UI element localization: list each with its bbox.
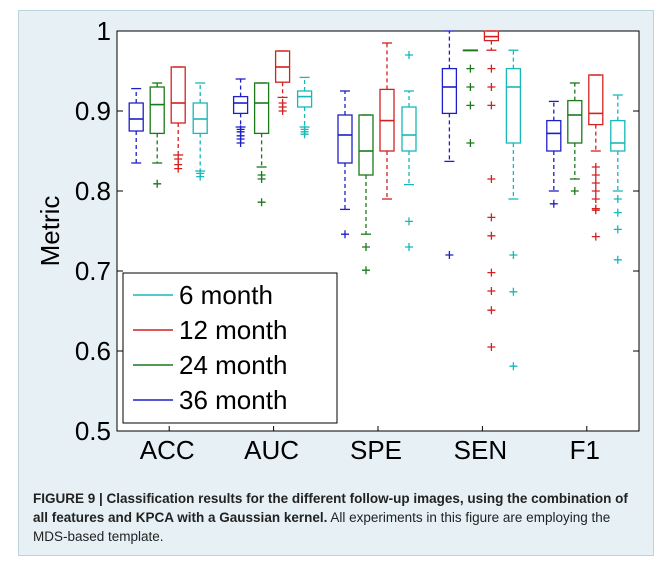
y-tick-label: 0.8	[75, 176, 111, 206]
outlier-point	[466, 83, 475, 91]
outlier-point	[487, 101, 496, 110]
outlier-point	[591, 195, 600, 203]
box-plot-chart: 0.5 0.6 0.7 0.8 0.9 1 Metric ACC AUC SPE SEN F1 6 mo…	[35, 16, 640, 465]
figure-panel: 0.5 0.6 0.7 0.8 0.9 1 Metric ACC AUC SPE SEN F1 6 mo…	[18, 10, 654, 556]
outlier-point	[613, 255, 622, 264]
outlier-point	[278, 107, 287, 115]
box	[337, 114, 353, 164]
box	[505, 67, 522, 144]
outlier-point	[487, 287, 496, 295]
outlier-point	[487, 83, 496, 91]
legend-box	[122, 272, 338, 424]
x-tick-label: SPE	[350, 435, 402, 465]
y-tick-label: 1	[97, 16, 111, 46]
outlier-point	[487, 343, 496, 351]
outlier-point	[362, 243, 370, 251]
box	[610, 119, 626, 152]
box	[253, 82, 270, 135]
outlier-point	[362, 266, 370, 275]
legend-label: 24 month	[179, 350, 287, 380]
box	[441, 67, 458, 115]
outlier-point	[591, 232, 600, 241]
outlier-point	[257, 198, 266, 207]
outlier-point	[300, 130, 309, 139]
outlier-point	[445, 251, 454, 259]
box	[149, 86, 165, 135]
outlier-point	[509, 287, 518, 296]
outlier-point	[570, 187, 579, 195]
y-tick-label: 0.6	[75, 336, 111, 366]
outlier-point	[405, 51, 413, 59]
box	[232, 95, 249, 115]
y-axis-label: Metric	[35, 196, 65, 267]
x-tick-label: SEN	[454, 435, 507, 465]
outlier-point	[509, 362, 518, 371]
outlier-point	[549, 199, 558, 208]
outlier-point	[509, 251, 518, 259]
figure-caption: FIGURE 9 | Classification results for th…	[33, 489, 645, 546]
outlier-point	[153, 179, 162, 188]
outlier-point	[591, 179, 600, 187]
box	[358, 114, 374, 176]
outlier-point	[613, 208, 622, 217]
legend-label: 6 month	[179, 280, 273, 310]
outlier-point	[466, 139, 475, 147]
box	[128, 102, 144, 132]
x-tick-label: ACC	[140, 435, 195, 465]
outlier-point	[174, 164, 183, 173]
y-tick-label: 0.9	[75, 96, 111, 126]
outlier-point	[236, 139, 245, 147]
outlier-point	[487, 306, 496, 315]
outlier-point	[196, 172, 205, 181]
chart-area: 0.5 0.6 0.7 0.8 0.9 1 Metric ACC AUC SPE SEN F1 6 mo…	[19, 11, 655, 483]
outlier-point	[591, 171, 600, 179]
legend-label: 36 month	[179, 385, 287, 415]
y-tick-label: 0.5	[75, 416, 111, 446]
box	[296, 90, 313, 108]
legend-label: 12 month	[179, 315, 287, 345]
outlier-point	[405, 217, 413, 226]
caption-body: All experiments in this figure are emplo…	[33, 510, 611, 544]
box	[170, 66, 186, 124]
box	[483, 30, 500, 42]
box	[567, 99, 583, 144]
outlier-point	[591, 163, 600, 171]
outlier-point	[591, 206, 600, 215]
outlier-point	[466, 64, 475, 73]
outlier-point	[487, 231, 496, 240]
box	[546, 119, 562, 152]
outlier-point	[591, 187, 600, 195]
y-tick-label: 0.7	[75, 256, 111, 286]
box	[588, 74, 604, 126]
outlier-point	[341, 230, 349, 239]
outlier-point	[487, 213, 496, 222]
outlier-point	[487, 64, 496, 73]
outlier-point	[487, 268, 496, 277]
outlier-point	[257, 175, 266, 183]
outlier-point	[466, 101, 475, 110]
outlier-point	[613, 195, 622, 203]
outlier-point	[613, 225, 622, 234]
caption-lead: FIGURE 9 | Classification results for th…	[33, 491, 628, 525]
x-tick-label: F1	[570, 435, 600, 465]
outlier-point	[405, 243, 413, 251]
x-tick-label: AUC	[244, 435, 299, 465]
outlier-point	[487, 175, 496, 183]
box	[401, 106, 417, 152]
